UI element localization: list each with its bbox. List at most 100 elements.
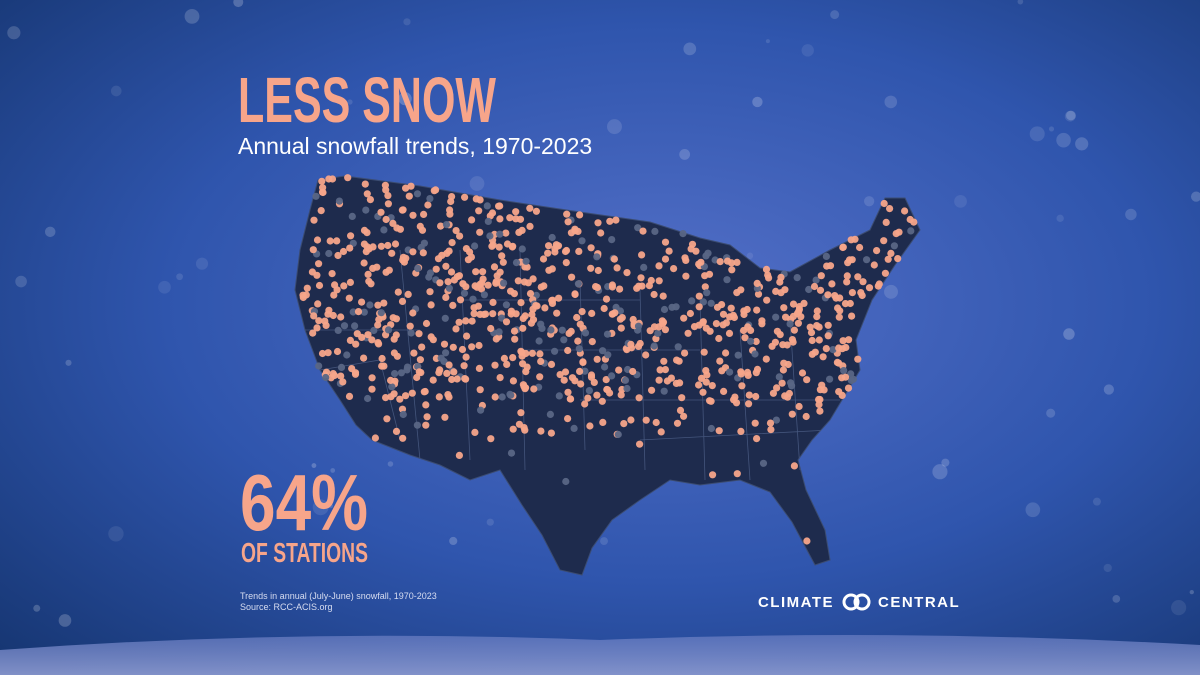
station-dot: [578, 237, 586, 245]
snowflake: [830, 10, 840, 20]
station-dot: [699, 298, 708, 306]
station-dot: [661, 326, 670, 334]
snowflake: [864, 196, 875, 207]
station-dot: [418, 343, 426, 351]
station-dot: [726, 368, 734, 376]
station-dot: [652, 418, 660, 427]
station-dot: [617, 391, 625, 399]
station-dot: [389, 219, 397, 227]
snowflake: [1112, 595, 1121, 603]
snowflake: [486, 518, 494, 526]
station-dot: [529, 275, 537, 283]
station-dot: [368, 336, 376, 344]
stat-label: OF STATIONS: [241, 537, 368, 568]
station-dot: [468, 216, 476, 224]
station-dot: [398, 405, 407, 413]
station-dot: [844, 259, 852, 267]
station-dot: [322, 368, 331, 376]
station-dot: [340, 322, 349, 330]
station-dot: [890, 242, 899, 250]
station-dot: [491, 393, 499, 401]
station-dot: [802, 412, 810, 421]
station-dot: [422, 401, 430, 409]
station-dot: [772, 313, 780, 321]
snowflake: [347, 99, 353, 105]
snowflake: [954, 194, 967, 208]
station-dot: [574, 280, 583, 288]
station-dot: [427, 301, 435, 309]
station-dot: [647, 276, 655, 285]
station-dot: [616, 285, 624, 293]
station-dot: [377, 309, 385, 317]
station-dot: [406, 322, 414, 330]
station-dot: [461, 375, 469, 383]
station-dot: [492, 335, 500, 343]
station-dot: [551, 347, 559, 355]
station-dot: [507, 449, 516, 457]
station-dot: [568, 374, 577, 382]
station-dot: [530, 385, 538, 393]
station-dot: [571, 290, 579, 299]
station-dot: [509, 425, 517, 433]
station-dot: [627, 416, 635, 424]
station-dot: [752, 392, 760, 401]
station-dot: [429, 376, 437, 384]
snowflake: [1066, 110, 1076, 121]
station-dot: [763, 296, 771, 304]
station-dot: [382, 186, 390, 194]
station-dot: [680, 314, 688, 322]
station-dot: [633, 284, 641, 292]
station-dot: [803, 376, 811, 384]
station-dot: [313, 324, 321, 332]
snowflake: [1017, 0, 1024, 5]
station-dot: [629, 367, 637, 376]
station-dot: [506, 214, 514, 222]
station-dot: [695, 292, 703, 300]
station-dot: [507, 391, 515, 399]
station-dot: [333, 237, 341, 245]
station-dot: [576, 211, 584, 219]
station-dot: [402, 392, 410, 400]
snowflake: [403, 18, 411, 26]
snowflake: [1025, 502, 1041, 518]
station-dot: [476, 196, 484, 204]
station-dot: [521, 312, 529, 320]
snowflake: [1190, 191, 1200, 202]
station-dot: [780, 304, 788, 312]
station-dot: [315, 260, 323, 268]
station-dot: [447, 268, 456, 276]
station-dot: [374, 321, 382, 329]
station-dot: [574, 337, 582, 345]
station-dot: [836, 307, 844, 315]
station-dot: [564, 388, 572, 396]
subtitle: Annual snowfall trends, 1970-2023: [238, 133, 592, 159]
station-dot: [642, 416, 650, 424]
station-dot: [314, 300, 322, 308]
snowflake: [330, 468, 336, 473]
station-dot: [562, 477, 570, 486]
station-dot: [509, 242, 517, 250]
station-dot: [565, 329, 573, 337]
station-dot: [399, 410, 407, 419]
station-dot: [570, 424, 578, 432]
station-dot: [858, 291, 866, 300]
station-dot: [398, 297, 407, 305]
station-dot: [366, 196, 374, 204]
station-dot: [747, 337, 755, 345]
station-dot: [309, 329, 317, 337]
station-dot: [602, 295, 611, 303]
station-dot: [477, 406, 485, 414]
station-dot: [391, 370, 399, 378]
station-dot: [822, 345, 830, 353]
station-dot: [560, 376, 568, 384]
station-dot: [658, 317, 666, 325]
snowflake: [1064, 110, 1076, 122]
stat-value: 64%: [240, 458, 368, 547]
station-dot: [588, 338, 596, 346]
station-dot: [442, 262, 450, 270]
station-dot: [541, 304, 549, 312]
station-dot: [394, 288, 402, 296]
station-dot: [795, 308, 803, 316]
station-dot: [403, 363, 412, 371]
station-dot: [697, 374, 706, 382]
